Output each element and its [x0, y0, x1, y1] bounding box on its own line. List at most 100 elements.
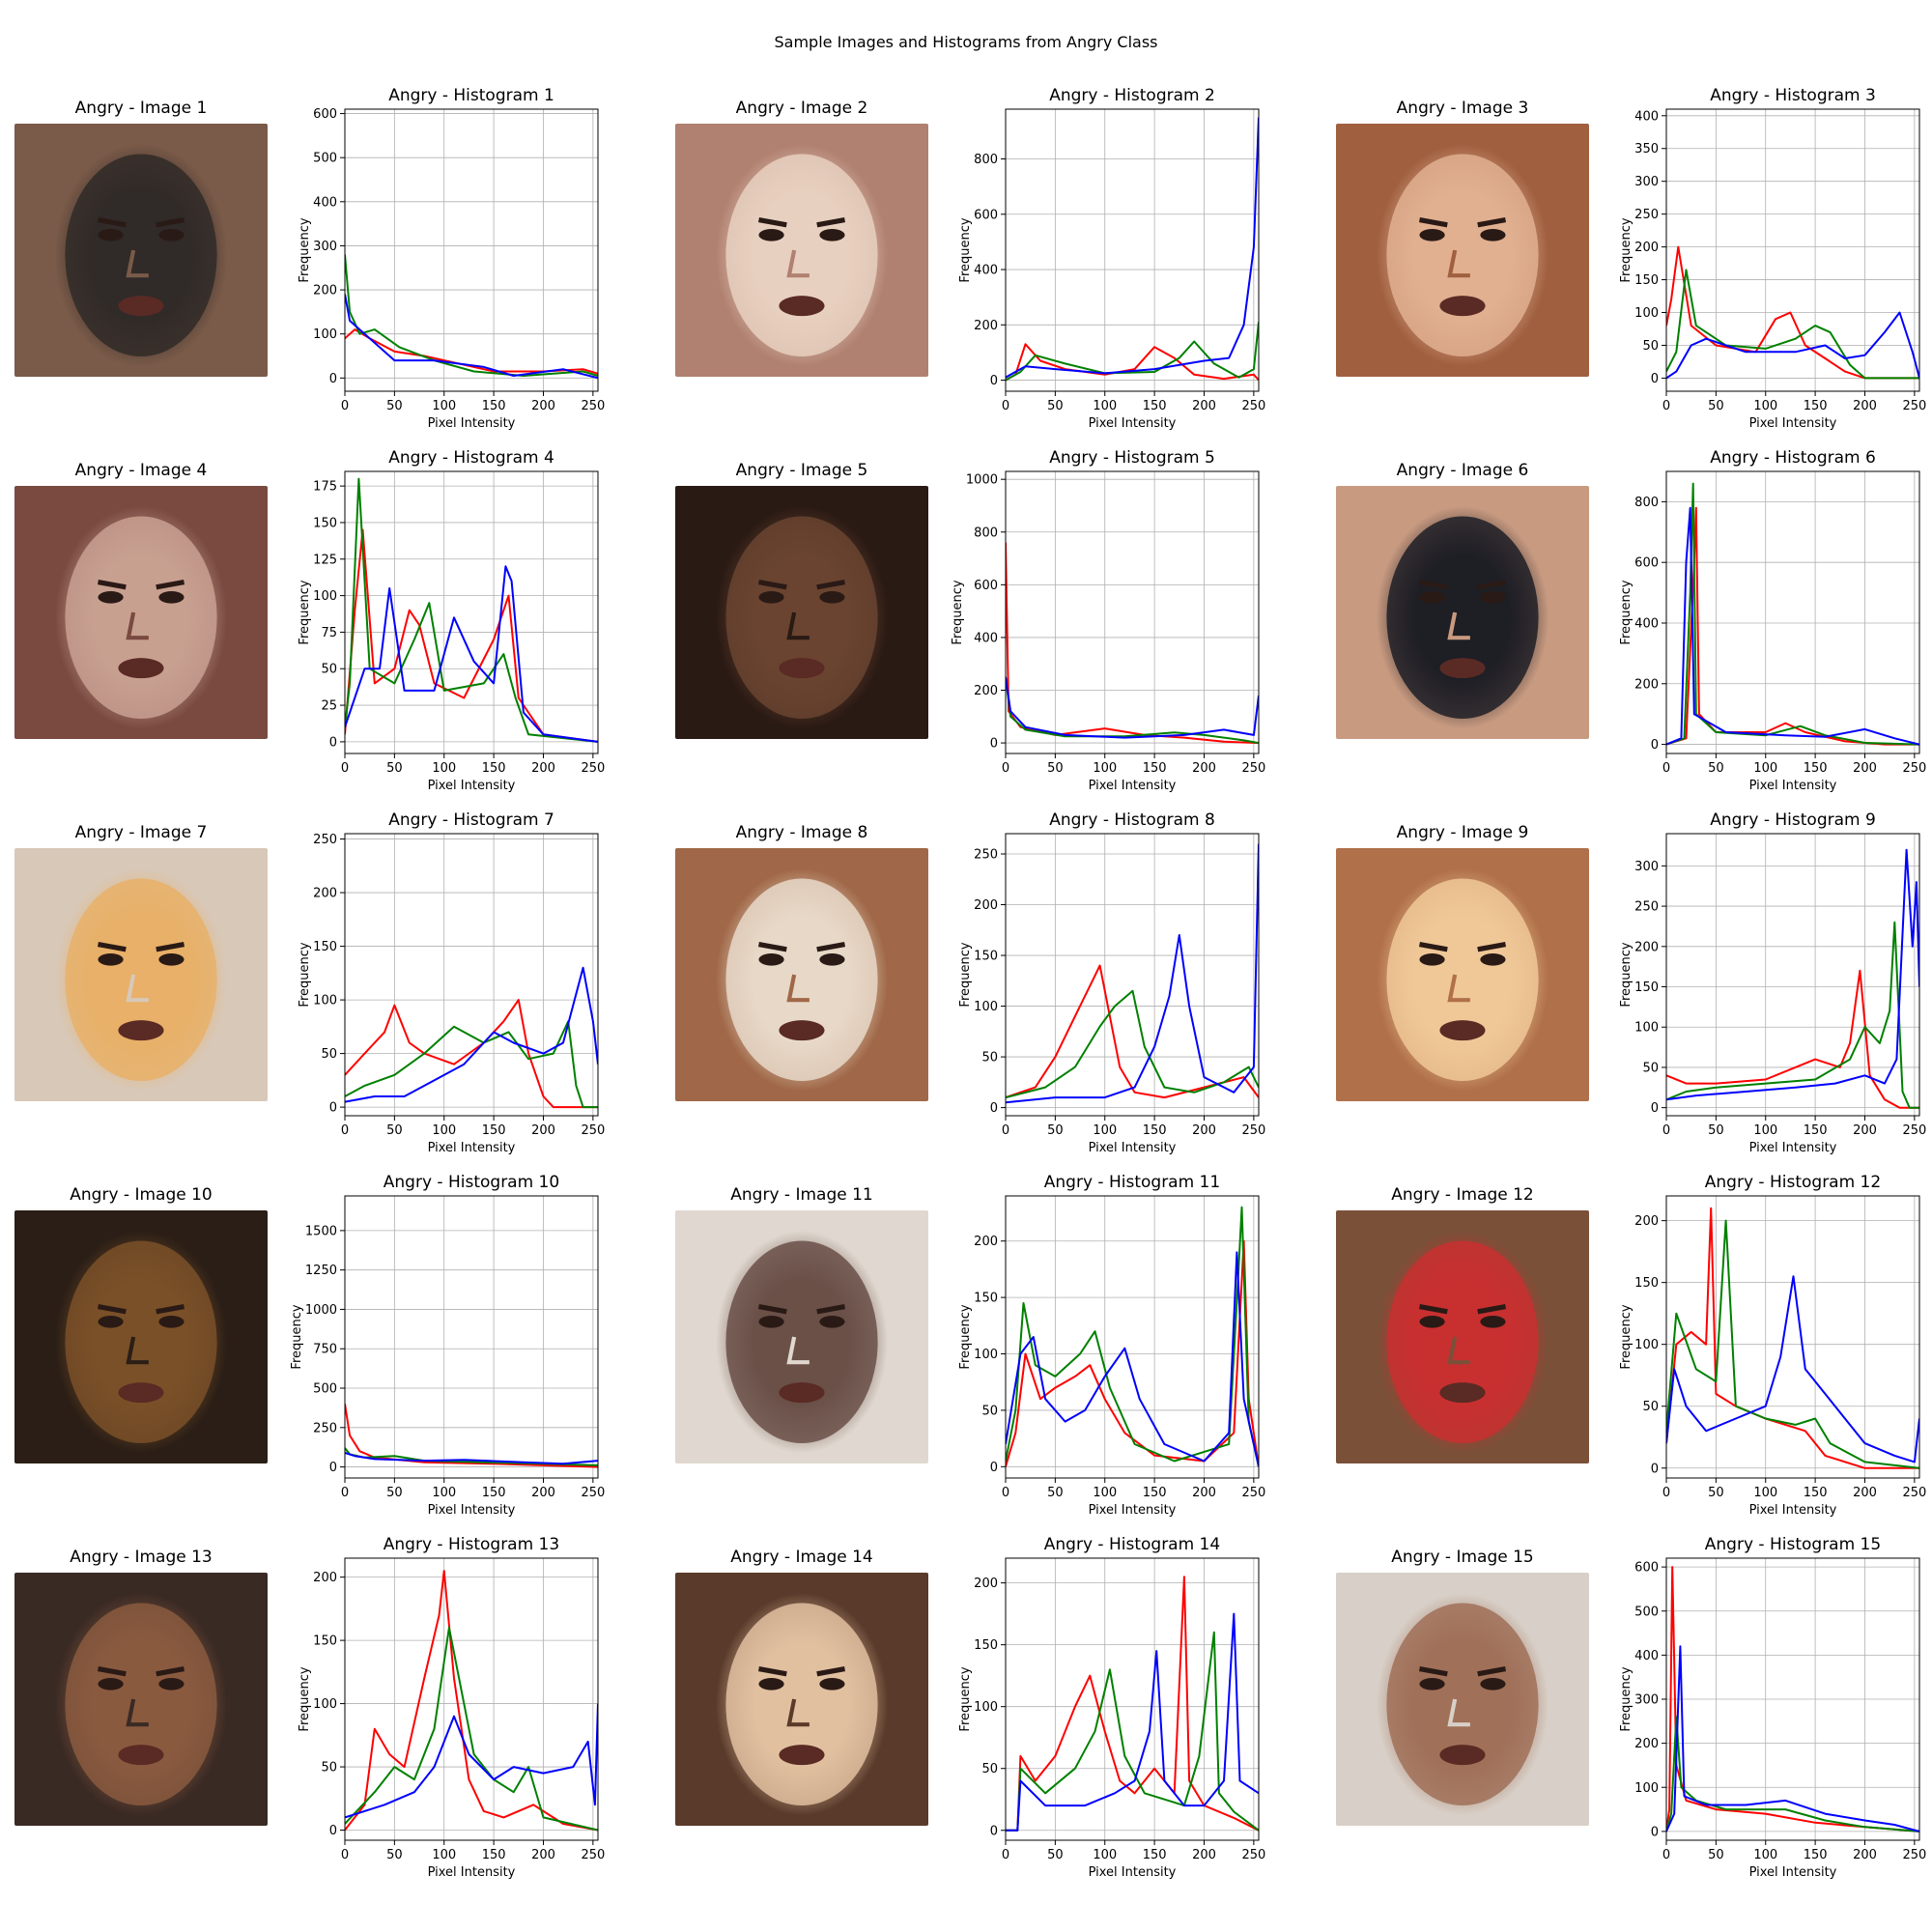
- plot-frame: [1665, 833, 1920, 1117]
- y-tick-label: 500: [313, 1382, 337, 1397]
- x-tick-label: 0: [1002, 399, 1009, 413]
- face-image: [1336, 124, 1589, 377]
- y-axis-label: Frequency: [298, 217, 312, 282]
- y-tick-label: 200: [1634, 1214, 1659, 1229]
- face-image: [14, 848, 268, 1101]
- series-line-red: [1666, 1207, 1919, 1469]
- image-title: Angry - Image 1: [74, 99, 208, 118]
- histogram-chart: Angry - Histogram 14 0 50 100 150 200 250 0 50 10…: [958, 1535, 1265, 1880]
- x-tick-label: 100: [1093, 1848, 1117, 1862]
- y-tick-label: 100: [313, 1697, 337, 1712]
- y-tick-label: 400: [974, 264, 998, 278]
- x-tick-label: 0: [341, 1848, 349, 1862]
- image-title: Angry - Image 10: [70, 1185, 213, 1205]
- histogram-title: Angry - Histogram 4: [388, 448, 554, 468]
- x-tick-label: 200: [1192, 1848, 1216, 1862]
- x-tick-label: 150: [1143, 1848, 1167, 1862]
- x-axis-label: Pixel Intensity: [1089, 1865, 1177, 1880]
- x-tick-label: 200: [531, 761, 555, 776]
- face-image: [675, 1210, 928, 1463]
- plot-frame: [1005, 470, 1260, 754]
- x-tick-label: 50: [386, 399, 403, 413]
- x-tick-label: 100: [1753, 1848, 1777, 1862]
- y-axis-label: Frequency: [958, 1666, 973, 1731]
- plot-frame: [344, 1557, 599, 1841]
- face-image: [14, 1210, 268, 1463]
- y-tick-label: 250: [1634, 208, 1659, 222]
- y-tick-label: 1500: [305, 1224, 337, 1238]
- y-tick-label: 300: [1634, 860, 1659, 874]
- series-line-green: [1666, 1716, 1919, 1833]
- x-tick-label: 200: [531, 399, 555, 413]
- y-tick-label: 50: [1642, 339, 1659, 354]
- histogram-title: Angry - Histogram 11: [1044, 1173, 1220, 1192]
- x-tick-label: 250: [1902, 761, 1926, 776]
- x-tick-label: 150: [482, 1848, 506, 1862]
- series-line-red: [1006, 964, 1259, 1099]
- plot-frame: [344, 470, 599, 754]
- series-line-green: [1006, 322, 1259, 382]
- y-tick-label: 250: [974, 848, 998, 863]
- face-image: [1336, 1573, 1589, 1826]
- histogram-title: Angry - Histogram 10: [384, 1173, 559, 1192]
- y-tick-label: 250: [1634, 900, 1659, 915]
- image-title: Angry - Image 12: [1391, 1185, 1534, 1205]
- image-title: Angry - Image 13: [70, 1548, 213, 1567]
- x-tick-label: 250: [581, 399, 605, 413]
- x-tick-label: 200: [1192, 1486, 1216, 1500]
- x-tick-label: 100: [432, 761, 456, 776]
- y-tick-label: 600: [313, 107, 337, 122]
- x-tick-label: 50: [386, 761, 403, 776]
- x-axis-label: Pixel Intensity: [1089, 779, 1177, 793]
- y-axis-label: Frequency: [958, 942, 973, 1007]
- y-axis-label: Frequency: [1619, 1304, 1634, 1369]
- histogram-chart: Angry - Histogram 7 0 50 100 150 200 250 0 50 100…: [298, 810, 605, 1155]
- image-title: Angry - Image 11: [730, 1185, 873, 1205]
- series-line-blue: [1666, 1645, 1919, 1833]
- y-axis-label: Frequency: [1619, 1666, 1634, 1731]
- y-tick-label: 200: [974, 898, 998, 913]
- x-axis-label: Pixel Intensity: [428, 1141, 516, 1155]
- x-tick-label: 0: [1662, 1848, 1670, 1862]
- x-tick-label: 100: [1753, 1123, 1777, 1138]
- y-tick-label: 400: [313, 195, 337, 210]
- x-axis-label: Pixel Intensity: [1749, 1503, 1837, 1518]
- x-tick-label: 50: [1708, 1848, 1724, 1862]
- x-tick-label: 100: [432, 1486, 456, 1500]
- x-tick-label: 250: [581, 1123, 605, 1138]
- series-line-green: [345, 477, 598, 743]
- x-tick-label: 50: [386, 1123, 403, 1138]
- y-tick-label: 400: [1634, 616, 1659, 631]
- plot-frame: [344, 1195, 599, 1479]
- image-title: Angry - Image 7: [74, 823, 208, 842]
- image-title: Angry - Image 15: [1391, 1548, 1534, 1567]
- x-tick-label: 50: [1708, 761, 1724, 776]
- y-tick-label: 0: [1651, 738, 1659, 753]
- series-line-blue: [1006, 676, 1259, 739]
- histogram-title: Angry - Histogram 15: [1705, 1535, 1881, 1554]
- y-tick-label: 0: [329, 1461, 337, 1475]
- y-tick-label: 150: [1634, 273, 1659, 288]
- x-axis-label: Pixel Intensity: [428, 1503, 516, 1518]
- y-tick-label: 200: [974, 319, 998, 333]
- y-tick-label: 0: [1651, 1101, 1659, 1116]
- series-line-blue: [1666, 506, 1919, 746]
- y-tick-label: 50: [321, 1761, 337, 1776]
- plot-frame: [1005, 1557, 1260, 1841]
- y-tick-label: 50: [1642, 1400, 1659, 1414]
- face-image: [14, 1573, 268, 1826]
- y-tick-label: 200: [1634, 940, 1659, 954]
- histogram-chart: Angry - Histogram 6 0 50 100 150 200 250 0 200 40…: [1619, 448, 1926, 793]
- face-image: [1336, 848, 1589, 1101]
- y-tick-label: 150: [974, 1292, 998, 1306]
- histogram-title: Angry - Histogram 1: [388, 86, 554, 105]
- series-line-green: [1006, 1206, 1259, 1467]
- x-tick-label: 100: [432, 399, 456, 413]
- y-tick-label: 400: [1634, 109, 1659, 124]
- histogram-chart: Angry - Histogram 10 0 50 100 150 200 250 0 250 5…: [290, 1173, 605, 1518]
- series-line-blue: [1006, 1251, 1259, 1467]
- x-axis-label: Pixel Intensity: [1089, 1503, 1177, 1518]
- x-tick-label: 50: [1708, 399, 1724, 413]
- x-tick-label: 150: [1804, 399, 1828, 413]
- x-tick-label: 0: [1662, 761, 1670, 776]
